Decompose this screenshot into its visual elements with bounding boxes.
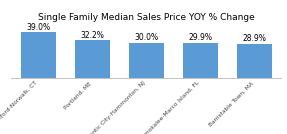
Text: 28.9%: 28.9% <box>242 34 266 43</box>
Text: 30.0%: 30.0% <box>134 33 158 42</box>
Bar <box>237 44 272 78</box>
Text: 29.9%: 29.9% <box>188 33 212 42</box>
Bar <box>21 32 56 78</box>
Bar <box>75 40 110 78</box>
Bar <box>129 43 164 78</box>
Text: 39.0%: 39.0% <box>26 23 51 32</box>
Text: 32.2%: 32.2% <box>80 31 104 40</box>
Title: Single Family Median Sales Price YOY % Change: Single Family Median Sales Price YOY % C… <box>38 13 255 22</box>
Bar <box>183 43 218 78</box>
